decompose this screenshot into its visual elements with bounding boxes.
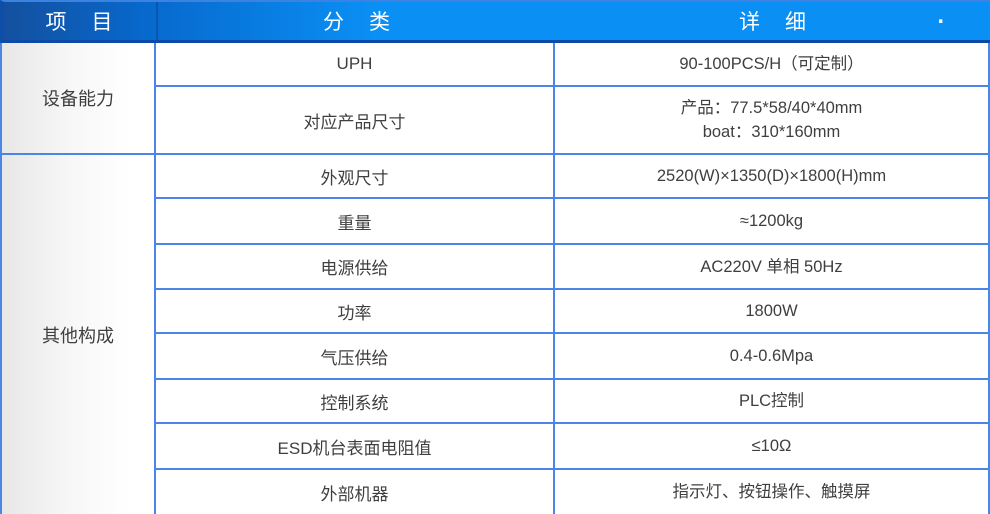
detail-cell: 指示灯、按钮操作、触摸屏 (555, 470, 988, 514)
header-cell-category: 分 类 (158, 2, 557, 40)
header-label-category: 分 类 (323, 11, 392, 34)
item-cell-equipment-capability: 设备能力 (2, 43, 154, 153)
spec-table-body: 设备能力 UPH 90-100PCS/H（可定制） 对应产品尺寸 产品：77.5… (0, 43, 990, 514)
category-cell: 电源供给 (156, 245, 553, 288)
table-header-row: 项 目 分 类 详 细 . (0, 0, 990, 43)
item-cell-other-components: 其他构成 (2, 155, 154, 514)
detail-cell: ≈1200kg (555, 199, 988, 243)
detail-cell: 产品：77.5*58/40*40mm boat：310*160mm (555, 87, 988, 153)
detail-cell: AC220V 单相 50Hz (555, 245, 988, 288)
header-dot: . (937, 2, 944, 29)
category-cell: 重量 (156, 199, 553, 243)
header-cell-detail: 详 细 . (557, 2, 990, 40)
detail-cell: 2520(W)×1350(D)×1800(H)mm (555, 155, 988, 197)
category-cell: UPH (156, 43, 553, 85)
detail-cell: ≤10Ω (555, 424, 988, 468)
detail-cell: 0.4-0.6Mpa (555, 334, 988, 378)
category-cell: 气压供给 (156, 334, 553, 378)
category-cell: 对应产品尺寸 (156, 87, 553, 153)
detail-cell: PLC控制 (555, 380, 988, 422)
category-cell: 外观尺寸 (156, 155, 553, 197)
header-label-detail: 详 细 (739, 11, 808, 34)
detail-cell: 90-100PCS/H（可定制） (555, 43, 988, 85)
category-cell: 功率 (156, 290, 553, 332)
category-cell: 外部机器 (156, 470, 553, 514)
category-cell: 控制系统 (156, 380, 553, 422)
detail-cell: 1800W (555, 290, 988, 332)
header-cell-item: 项 目 (4, 2, 158, 40)
category-cell: ESD机台表面电阻值 (156, 424, 553, 468)
header-label-item: 项 目 (45, 11, 115, 34)
